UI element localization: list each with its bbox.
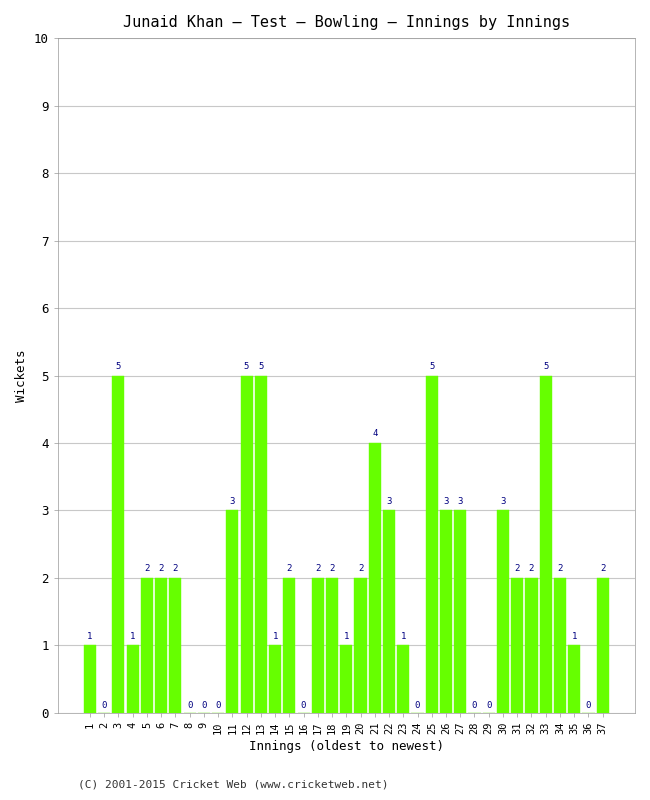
- Bar: [84, 646, 96, 713]
- Bar: [525, 578, 538, 713]
- Text: 5: 5: [244, 362, 249, 370]
- Text: 1: 1: [87, 632, 92, 641]
- Bar: [340, 646, 352, 713]
- Bar: [511, 578, 523, 713]
- Bar: [597, 578, 609, 713]
- Text: 2: 2: [173, 564, 178, 574]
- Bar: [554, 578, 566, 713]
- Bar: [440, 510, 452, 713]
- Text: 0: 0: [472, 701, 477, 710]
- Text: 3: 3: [458, 497, 463, 506]
- Text: 0: 0: [201, 701, 207, 710]
- Text: 2: 2: [144, 564, 150, 574]
- Bar: [568, 646, 580, 713]
- Text: 0: 0: [215, 701, 221, 710]
- Text: 5: 5: [116, 362, 121, 370]
- Text: 2: 2: [315, 564, 320, 574]
- Bar: [369, 443, 381, 713]
- Bar: [497, 510, 509, 713]
- Text: 2: 2: [600, 564, 605, 574]
- Bar: [226, 510, 239, 713]
- Text: 1: 1: [272, 632, 278, 641]
- Y-axis label: Wickets: Wickets: [15, 350, 28, 402]
- Text: 2: 2: [358, 564, 363, 574]
- Text: 3: 3: [500, 497, 506, 506]
- Text: 3: 3: [386, 497, 392, 506]
- Bar: [127, 646, 138, 713]
- Text: 5: 5: [429, 362, 434, 370]
- Text: 2: 2: [159, 564, 164, 574]
- X-axis label: Innings (oldest to newest): Innings (oldest to newest): [249, 740, 444, 753]
- Bar: [283, 578, 295, 713]
- Text: 0: 0: [415, 701, 420, 710]
- Bar: [141, 578, 153, 713]
- Text: 2: 2: [330, 564, 335, 574]
- Text: 0: 0: [301, 701, 306, 710]
- Text: 5: 5: [258, 362, 263, 370]
- Text: 2: 2: [557, 564, 563, 574]
- Bar: [269, 646, 281, 713]
- Text: 2: 2: [529, 564, 534, 574]
- Bar: [155, 578, 167, 713]
- Bar: [540, 375, 552, 713]
- Bar: [354, 578, 367, 713]
- Text: 3: 3: [229, 497, 235, 506]
- Bar: [326, 578, 338, 713]
- Title: Junaid Khan – Test – Bowling – Innings by Innings: Junaid Khan – Test – Bowling – Innings b…: [123, 15, 570, 30]
- Text: 2: 2: [287, 564, 292, 574]
- Text: 2: 2: [515, 564, 520, 574]
- Bar: [112, 375, 124, 713]
- Text: 0: 0: [187, 701, 192, 710]
- Text: 0: 0: [486, 701, 491, 710]
- Bar: [240, 375, 253, 713]
- Text: 0: 0: [586, 701, 591, 710]
- Bar: [383, 510, 395, 713]
- Text: 1: 1: [400, 632, 406, 641]
- Bar: [454, 510, 466, 713]
- Bar: [426, 375, 438, 713]
- Text: 0: 0: [101, 701, 107, 710]
- Bar: [312, 578, 324, 713]
- Bar: [397, 646, 410, 713]
- Text: 1: 1: [130, 632, 135, 641]
- Bar: [169, 578, 181, 713]
- Bar: [255, 375, 267, 713]
- Text: 1: 1: [344, 632, 349, 641]
- Text: 4: 4: [372, 430, 378, 438]
- Text: 1: 1: [571, 632, 577, 641]
- Text: 3: 3: [443, 497, 448, 506]
- Text: (C) 2001-2015 Cricket Web (www.cricketweb.net): (C) 2001-2015 Cricket Web (www.cricketwe…: [78, 779, 389, 790]
- Text: 5: 5: [543, 362, 549, 370]
